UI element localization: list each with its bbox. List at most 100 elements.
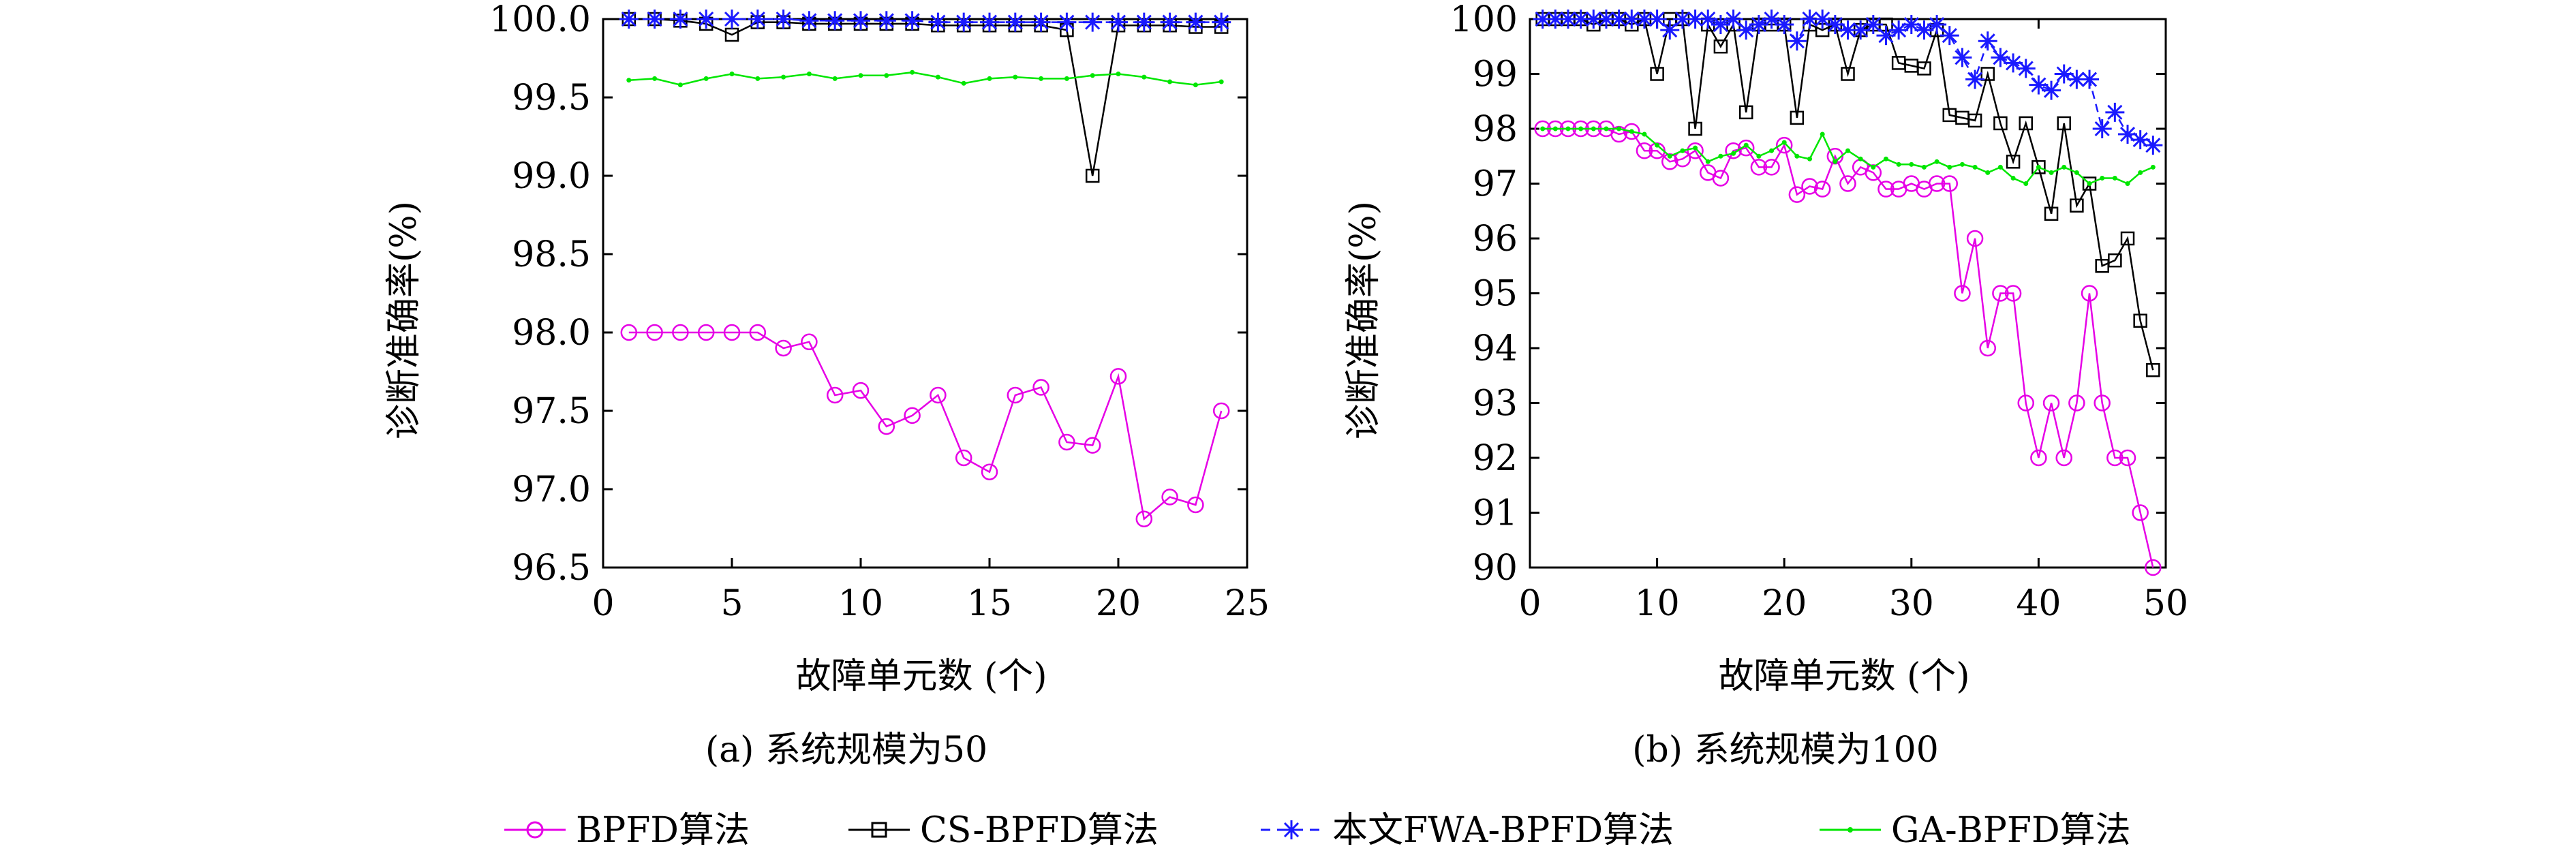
chart-b-point-fwa-bpfd <box>1786 30 1808 52</box>
chart-b-point-ga-bpfd <box>1756 153 1762 159</box>
legend-item-cs-bpfd: CS-BPFD算法 <box>848 810 1159 851</box>
chart-b-point-bpfd <box>1941 175 1959 192</box>
chart-a-xtick-label: 15 <box>967 583 1012 624</box>
chart-b-point-bpfd <box>2081 285 2098 302</box>
chart-a-point-bpfd <box>723 324 741 341</box>
chart-b-point-ga-bpfd <box>1655 142 1660 148</box>
chart-b-point-fwa-bpfd <box>2142 134 2164 156</box>
chart-b-point-ga-bpfd <box>2138 170 2143 175</box>
chart-b-point-ga-bpfd <box>2150 164 2156 170</box>
chart-b-point-fwa-bpfd <box>1964 69 1986 91</box>
chart-b-point-bpfd <box>1623 123 1640 140</box>
chart-a: (a) 系统规模为50 故障单元数 (个) 诊断准确率(%) 0 5 10 15 20 2… <box>384 0 1270 771</box>
chart-b-point-bpfd <box>2068 394 2085 412</box>
chart-b-point-fwa-bpfd <box>2104 102 2126 123</box>
chart-b-point-ga-bpfd <box>2074 170 2079 175</box>
chart-b-ytick-label: 90 <box>1473 548 1518 589</box>
chart-a-point-fwa-bpfd <box>979 12 1000 33</box>
chart-a-point-ga-bpfd <box>729 72 735 76</box>
chart-a-point-ga-bpfd <box>1013 74 1018 80</box>
chart-b-point-fwa-bpfd <box>1939 25 1961 46</box>
chart-b-point-fwa-bpfd <box>2015 57 2037 79</box>
chart-b-point-ga-bpfd <box>1997 164 2003 170</box>
chart-a-point-fwa-bpfd <box>618 8 640 30</box>
chart-b-point-ga-bpfd <box>2112 175 2117 181</box>
chart-b-ytick-label: 94 <box>1473 328 1518 369</box>
chart-b-point-ga-bpfd <box>1820 131 1825 137</box>
chart-b-series-cs-bpfd <box>1535 12 2160 377</box>
chart-a-xtick-label: 25 <box>1225 583 1270 624</box>
chart-a-point-bpfd <box>697 324 715 341</box>
chart-a-point-fwa-bpfd <box>902 10 923 31</box>
chart-b-point-ga-bpfd <box>2010 175 2016 181</box>
chart-b-point-fwa-bpfd <box>1646 8 1668 30</box>
chart-a-xtick-label: 20 <box>1096 583 1141 624</box>
chart-b-xtick-label: 50 <box>2143 583 2188 624</box>
chart-a-series-ga-bpfd <box>626 69 1224 88</box>
chart-b-point-ga-bpfd <box>2023 181 2029 186</box>
chart-b-point-cs-bpfd <box>2082 176 2097 191</box>
chart-b-point-cs-bpfd <box>2057 116 2071 131</box>
chart-b-point-cs-bpfd <box>2006 155 2021 169</box>
chart-a-point-ga-bpfd <box>832 76 838 81</box>
chart-b-point-bpfd <box>2094 394 2111 412</box>
chart-b-point-cs-bpfd <box>2133 313 2147 328</box>
chart-b-point-ga-bpfd <box>1591 126 1596 131</box>
chart-a-point-bpfd <box>878 418 895 435</box>
chart-b-xtick-label: 30 <box>1889 583 1934 624</box>
chart-a-point-fwa-bpfd <box>798 10 820 31</box>
chart-b-point-fwa-bpfd <box>1723 8 1745 30</box>
chart-a-point-fwa-bpfd <box>669 8 691 30</box>
chart-b-point-ga-bpfd <box>1896 161 1901 167</box>
chart-b-point-bpfd <box>2106 449 2123 467</box>
chart-b-point-ga-bpfd <box>1667 153 1672 159</box>
chart-a-point-fwa-bpfd <box>1184 12 1206 33</box>
chart-b-point-cs-bpfd <box>2070 198 2084 213</box>
chart-b-point-cs-bpfd <box>1841 67 1855 81</box>
chart-a-ytick-label: 99.5 <box>512 78 591 119</box>
chart-b-point-bpfd <box>1966 230 1984 247</box>
chart-a-point-bpfd <box>930 386 947 404</box>
chart-b-point-cs-bpfd <box>2031 160 2046 174</box>
chart-b-point-ga-bpfd <box>1921 164 1927 170</box>
chart-a-point-bpfd <box>620 324 638 341</box>
chart-a-point-fwa-bpfd <box>850 10 872 31</box>
chart-b-point-bpfd <box>1788 186 1806 203</box>
chart-b-point-bpfd <box>1839 175 1856 192</box>
chart-b: (b) 系统规模为100 故障单元数 (个) 诊断准确率(%) 0 10 20 30 4… <box>1343 0 2188 771</box>
chart-b-point-ga-bpfd <box>1680 148 1685 153</box>
chart-b-point-ga-bpfd <box>1934 159 1939 164</box>
chart-b-point-bpfd <box>2030 449 2047 467</box>
chart-b-point-ga-bpfd <box>1565 126 1571 131</box>
chart-b-xlabel: 故障单元数 (个) <box>1718 656 1969 697</box>
chart-a-point-ga-bpfd <box>652 76 658 81</box>
chart-a-point-ga-bpfd <box>703 76 709 81</box>
chart-b-point-fwa-bpfd <box>1659 19 1681 41</box>
chart-b-ytick-label: 99 <box>1473 55 1518 95</box>
chart-a-series-fwa-bpfd <box>618 8 1232 33</box>
chart-a-point-fwa-bpfd <box>695 8 717 30</box>
chart-b-point-bpfd <box>1725 142 1742 159</box>
chart-b-point-bpfd <box>1954 285 1971 302</box>
chart-b-ytick-label: 93 <box>1473 384 1518 424</box>
chart-b-point-cs-bpfd <box>2108 253 2122 268</box>
chart-a-point-fwa-bpfd <box>644 8 666 30</box>
chart-a-point-ga-bpfd <box>1039 76 1044 81</box>
chart-a-point-bpfd <box>646 324 663 341</box>
chart-b-point-cs-bpfd <box>1917 61 1931 76</box>
chart-b-point-cs-bpfd <box>1790 110 1805 125</box>
chart-b-point-fwa-bpfd <box>1951 46 1973 68</box>
chart-b-point-bpfd <box>1877 181 1895 198</box>
chart-b-point-ga-bpfd <box>1769 148 1775 153</box>
chart-a-point-ga-bpfd <box>781 74 786 80</box>
chart-a-point-bpfd <box>981 463 998 480</box>
chart-b-point-ga-bpfd <box>2036 164 2041 170</box>
chart-b-point-ga-bpfd <box>1642 131 1647 137</box>
chart-b-point-cs-bpfd <box>1688 121 1702 136</box>
chart-a-series-cs-bpfd <box>622 12 1229 183</box>
chart-b-point-cs-bpfd <box>2146 362 2160 377</box>
chart-b-point-ga-bpfd <box>1833 159 1838 164</box>
chart-a-point-bpfd <box>749 324 767 341</box>
chart-b-xtick-label: 20 <box>1762 583 1807 624</box>
chart-a-point-ga-bpfd <box>1167 79 1173 84</box>
